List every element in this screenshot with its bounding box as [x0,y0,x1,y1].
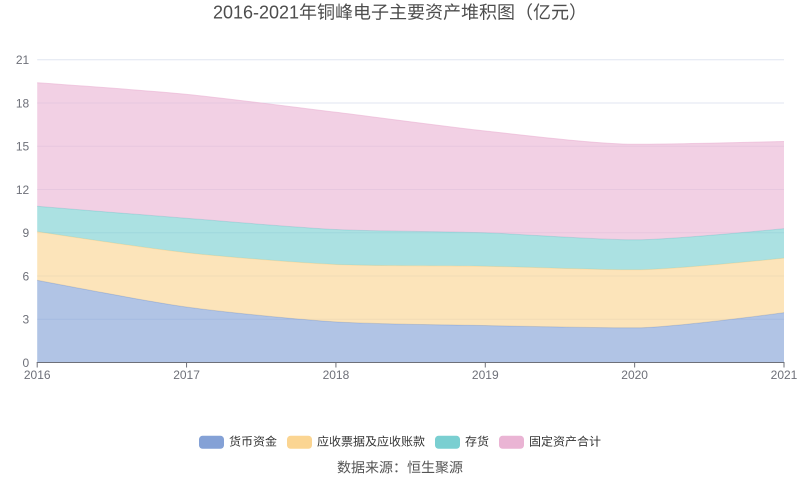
svg-text:3: 3 [23,313,30,327]
svg-text:9: 9 [23,226,30,240]
svg-text:12: 12 [16,183,30,197]
svg-text:18: 18 [16,96,30,110]
svg-text:2018: 2018 [323,368,350,382]
svg-text:21: 21 [16,53,30,67]
svg-text:2021: 2021 [771,368,798,382]
svg-text:2016: 2016 [24,368,51,382]
svg-text:2017: 2017 [173,368,200,382]
svg-text:2020: 2020 [621,368,648,382]
svg-text:0: 0 [23,356,30,370]
svg-text:2016-2021: 2016-2021 [213,3,299,23]
svg-text:6: 6 [23,269,30,283]
svg-text:15: 15 [16,140,30,154]
svg-text:2019: 2019 [472,368,499,382]
